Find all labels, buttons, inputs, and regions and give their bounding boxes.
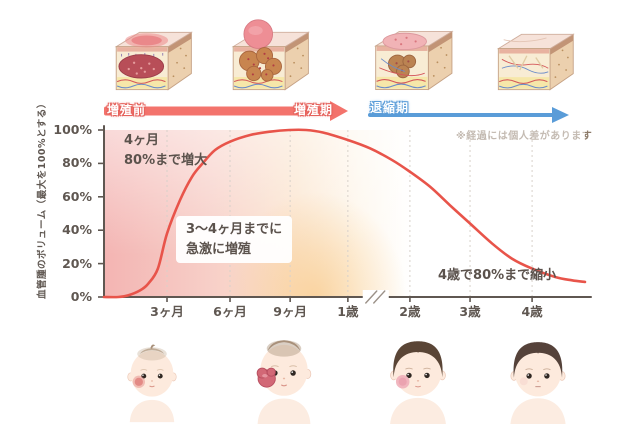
- y-axis-title: 血管腫のボリューム（最大を100%とする）: [37, 98, 48, 299]
- x-tick-label: 3歳: [459, 304, 481, 319]
- y-tick-label: 20%: [62, 255, 92, 271]
- hemangioma-volume-curve: [102, 128, 587, 299]
- baby-stage1-illustration: [127, 344, 177, 423]
- skin-crosssection-stage1-illustration: [114, 31, 193, 91]
- y-tick-label: 60%: [62, 188, 92, 204]
- y-tick-label: 40%: [62, 222, 92, 238]
- x-tick-label: 3ヶ月: [150, 304, 184, 319]
- y-tick-label: 100%: [53, 122, 92, 137]
- annotation-growth-to-80pct: 4ヶ月 80%まで増大: [124, 133, 208, 168]
- involution-phase-label: 退縮期: [370, 101, 410, 115]
- annotation-rapid-proliferation: 3〜4ヶ月までに 急激に増殖: [176, 216, 293, 263]
- pre-growth-phase-label: 増殖前: [107, 103, 147, 117]
- x-tick-label: 1歳: [337, 304, 359, 319]
- x-tick-label: 9ヶ月: [273, 304, 307, 319]
- involution-phase-arrow: [368, 107, 569, 123]
- y-tick-label: 0%: [70, 289, 92, 304]
- skin-crosssection-stage3-illustration: [374, 30, 454, 91]
- baby-stage3-illustration: [390, 341, 446, 424]
- volume-curve-chart: [98, 125, 592, 304]
- growth-phase-label: 増殖期: [294, 103, 334, 117]
- growth-phase-arrow: [104, 101, 348, 121]
- chart-gradient-background: [104, 130, 585, 297]
- skin-crosssection-stage4-illustration: [496, 33, 575, 91]
- baby-stage4-illustration: [510, 342, 566, 424]
- x-tick-label: 6ヶ月: [213, 304, 247, 319]
- skin-crosssection-stage2-illustration: [231, 19, 310, 91]
- x-tick-label: 4歳: [521, 304, 543, 319]
- baby-stage2-illustration: [256, 340, 312, 424]
- annotation-shrink-by-age4: 4歳で80%まで縮小: [438, 268, 557, 283]
- x-tick-label: 2歳: [399, 304, 421, 319]
- x-axis-tick-labels: 3ヶ月 6ヶ月 9ヶ月 1歳 2歳 3歳 4歳: [104, 301, 585, 321]
- y-axis-tick-labels: 0% 20% 40% 60% 80% 100%: [50, 122, 92, 308]
- y-tick-label: 80%: [62, 155, 92, 171]
